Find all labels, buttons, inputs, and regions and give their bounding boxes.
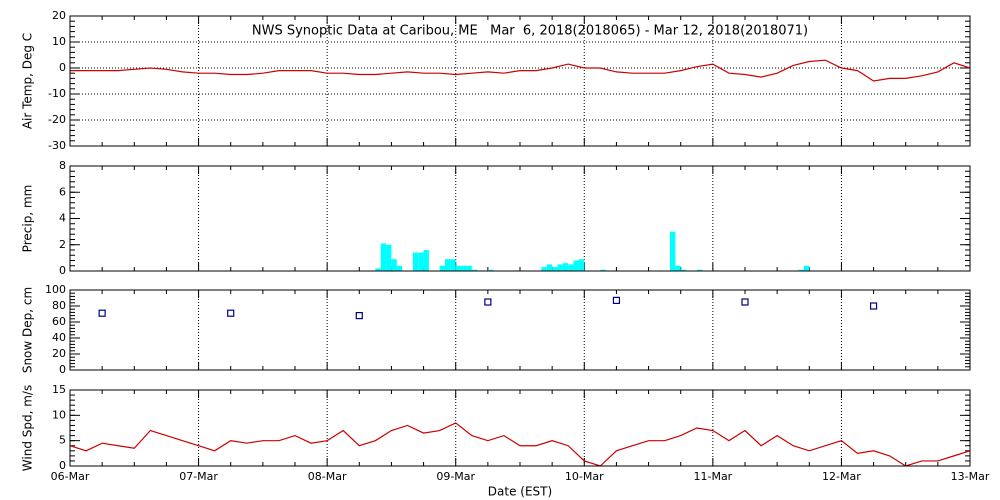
y-axis-label: Snow Dep, cm: [21, 287, 35, 373]
y-tick-label: 0: [59, 459, 66, 472]
bar: [600, 269, 606, 271]
panel-frame: [69, 15, 971, 147]
y-tick-label: -20: [48, 113, 66, 126]
y-tick-label: 20: [52, 347, 66, 360]
bar: [455, 265, 462, 271]
bar: [380, 243, 387, 271]
data-line: [69, 422, 971, 467]
bar: [573, 260, 579, 271]
marker: [484, 298, 492, 306]
y-axis-label: Air Temp, Deg C: [21, 33, 35, 129]
bar: [680, 269, 687, 271]
bar: [466, 265, 472, 271]
bar: [391, 259, 397, 271]
bar: [375, 268, 381, 271]
bar: [798, 269, 804, 271]
y-tick-label: 8: [59, 159, 66, 172]
x-tick-label: 08-Mar: [308, 470, 347, 483]
x-tick-label: 07-Mar: [179, 470, 218, 483]
y-tick-label: 4: [59, 212, 66, 225]
x-tick-label: 06-Mar: [51, 470, 90, 483]
marker: [741, 298, 749, 306]
data-line: [70, 59, 971, 82]
y-tick-label: -30: [48, 139, 66, 152]
bar: [675, 265, 681, 271]
bar: [418, 252, 424, 271]
y-tick-label: 5: [59, 434, 66, 447]
y-tick-label: 0: [59, 363, 66, 376]
bar: [562, 263, 569, 271]
y-axis-label: Precip, mm: [21, 185, 35, 253]
y-tick-label: 6: [59, 185, 66, 198]
x-axis-label: Date (EST): [488, 485, 552, 499]
y-tick-label: 0: [59, 61, 66, 74]
bar: [461, 265, 467, 271]
panel-frame: [69, 289, 971, 371]
bar: [670, 231, 676, 271]
bar: [552, 267, 558, 271]
bar: [396, 265, 403, 271]
bar: [557, 264, 563, 271]
bar: [541, 267, 547, 271]
x-tick-label: 12-Mar: [822, 470, 861, 483]
panel-frame: [69, 389, 971, 467]
chart-title: NWS Synoptic Data at Caribou, ME Mar 6, …: [252, 24, 808, 39]
y-tick-label: 80: [52, 299, 66, 312]
marker: [98, 309, 106, 317]
y-tick-label: 10: [52, 408, 66, 421]
bar: [423, 250, 429, 271]
y-axis-label: Wind Spd, m/s: [21, 385, 35, 471]
marker: [355, 312, 363, 320]
bar: [445, 259, 451, 271]
bar: [578, 259, 585, 271]
y-tick-label: 60: [52, 315, 66, 328]
x-tick-label: 13-Mar: [951, 470, 990, 483]
x-tick-label: 09-Mar: [436, 470, 475, 483]
y-tick-label: -10: [48, 87, 66, 100]
bar: [386, 244, 392, 271]
bar: [803, 265, 810, 271]
bar: [546, 264, 553, 271]
bar: [450, 259, 456, 271]
y-tick-label: 2: [59, 238, 66, 251]
x-tick-label: 11-Mar: [693, 470, 732, 483]
marker: [227, 309, 235, 317]
bar: [568, 264, 574, 271]
panel-frame: [69, 165, 971, 272]
marker: [612, 296, 621, 304]
bar: [696, 269, 703, 271]
y-tick-label: 100: [45, 283, 66, 296]
bar: [412, 252, 419, 271]
y-tick-label: 15: [52, 383, 66, 396]
bar: [487, 269, 494, 271]
bar: [471, 269, 478, 271]
y-tick-label: 20: [52, 9, 66, 22]
y-tick-label: 40: [52, 331, 66, 344]
bar: [439, 265, 445, 271]
marker: [869, 302, 878, 310]
y-tick-label: 0: [59, 264, 66, 277]
y-tick-label: 10: [52, 35, 66, 48]
x-tick-label: 10-Mar: [565, 470, 604, 483]
